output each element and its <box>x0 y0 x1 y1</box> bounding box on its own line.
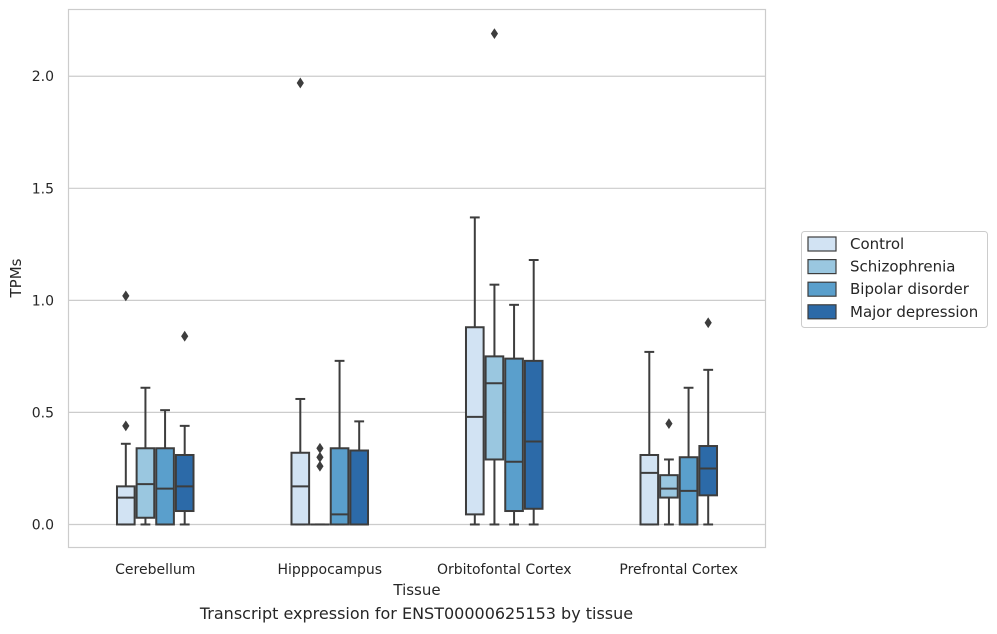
x-tick-label: Cerebellum <box>115 562 195 578</box>
y-tick-label: 0.5 <box>32 405 54 421</box>
series-major-depression <box>174 259 719 526</box>
legend-swatch <box>807 259 837 275</box>
box-iqr <box>135 447 156 519</box>
y-axis-label: TPMs <box>7 258 25 298</box>
legend-label: Schizophrenia <box>850 258 955 276</box>
outlier-marker <box>122 290 130 302</box>
outlier-marker <box>181 330 189 342</box>
box-iqr <box>659 474 679 499</box>
box-iqr <box>504 357 524 513</box>
series-bipolar-disorder <box>155 303 699 526</box>
box-iqr <box>115 485 136 526</box>
y-tick-label: 0.0 <box>32 517 54 533</box>
legend-swatch <box>807 281 837 297</box>
legend-swatch <box>807 304 837 320</box>
box-iqr <box>639 453 660 526</box>
box-plot <box>155 409 175 526</box>
box-plot <box>504 303 524 526</box>
box-iqr <box>290 451 311 526</box>
box-iqr <box>698 445 719 497</box>
box-iqr <box>523 359 544 510</box>
figure-caption: Transcript expression for ENST0000062515… <box>199 604 634 623</box>
outlier-marker <box>490 28 499 40</box>
outlier-marker <box>704 317 712 329</box>
outlier-marker <box>316 460 324 472</box>
legend-label: Major depression <box>850 303 978 321</box>
x-tick-label: Prefrontal Cortex <box>619 562 738 578</box>
box-iqr <box>464 326 485 516</box>
x-axis-label: Tissue <box>392 581 440 599</box>
y-tick-label: 2.0 <box>32 69 54 85</box>
x-tick-label: Hipppocampus <box>277 562 382 578</box>
box-plot <box>464 216 485 526</box>
box-series-group <box>115 28 719 526</box>
box-plot <box>639 350 660 526</box>
series-schizophrenia <box>135 28 679 526</box>
box-plot <box>484 28 505 526</box>
box-plot <box>290 77 311 526</box>
outlier-marker <box>296 77 304 89</box>
box-plot <box>349 420 370 526</box>
box-plot <box>678 386 699 526</box>
x-axis-ticks: Cerebellum Hipppocampus Orbitofontal Corte… <box>115 562 738 578</box>
box-iqr <box>155 447 175 526</box>
y-axis-ticks: 0.0 0.5 1.0 1.5 2.0 <box>32 69 54 533</box>
legend-label: Bipolar disorder <box>850 280 970 298</box>
legend-swatch <box>807 236 837 252</box>
box-plot <box>329 359 350 526</box>
y-tick-label: 1.5 <box>32 181 54 197</box>
outlier-marker <box>665 418 673 430</box>
legend-label: Control <box>850 235 904 253</box>
box-plot <box>135 386 156 526</box>
outlier-marker <box>316 451 324 463</box>
box-plot <box>698 317 719 526</box>
legend: Control Schizophrenia Bipolar disorder Majo… <box>801 231 988 328</box>
box-iqr <box>329 447 350 526</box>
box-plot <box>659 418 679 526</box>
outlier-marker <box>316 442 324 454</box>
box-plot <box>115 290 136 526</box>
box-plot <box>310 442 330 526</box>
box-plot <box>523 259 544 526</box>
box-iqr <box>174 453 195 513</box>
box-iqr <box>484 355 505 461</box>
legend-frame <box>801 231 988 328</box>
box-iqr <box>349 449 370 526</box>
x-tick-label: Orbitofontal Cortex <box>437 562 572 578</box>
box-plot <box>174 330 195 526</box>
y-tick-label: 1.0 <box>32 293 54 309</box>
outlier-marker <box>122 420 130 432</box>
series-control <box>115 77 660 526</box>
